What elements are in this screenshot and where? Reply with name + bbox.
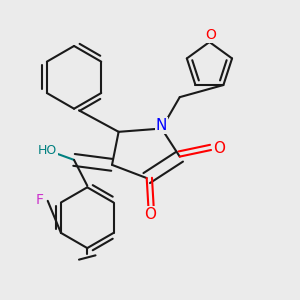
Text: O: O [206,28,217,42]
Text: F: F [35,193,44,207]
Text: HO: HO [38,143,57,157]
Text: O: O [144,207,156,222]
Text: N: N [156,118,167,133]
Text: O: O [213,141,225,156]
